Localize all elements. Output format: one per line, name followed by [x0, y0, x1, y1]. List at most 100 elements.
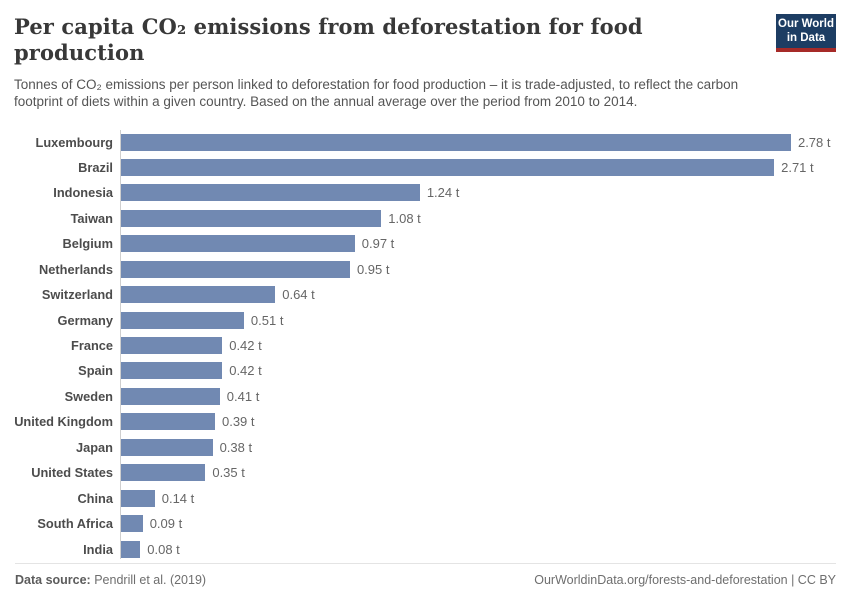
bar-brazil[interactable] — [121, 158, 775, 176]
bar-row-united-kingdom: United Kingdom 0.39 t — [0, 409, 850, 434]
y-axis-line — [120, 130, 121, 559]
category-label-china: China — [77, 490, 113, 506]
value-label-china: 0.14 t — [161, 490, 195, 506]
bar-track: 0.51 t — [120, 311, 850, 329]
value-label-spain: 0.42 t — [229, 363, 262, 379]
value-label-luxembourg: 2.78 t — [797, 134, 831, 150]
bar-track: 0.95 t — [120, 260, 850, 278]
value-label-belgium: 0.97 t — [361, 236, 395, 252]
category-label-netherlands: Netherlands — [39, 261, 113, 277]
chart-header: Per capita CO₂ emissions from deforestat… — [0, 0, 850, 110]
bar-track: 1.08 t — [120, 209, 850, 227]
bar-track: 0.38 t — [120, 438, 850, 456]
category-label-indonesia: Indonesia — [53, 185, 113, 201]
bar-south-africa[interactable] — [121, 515, 143, 533]
value-label-switzerland: 0.64 t — [282, 287, 315, 303]
bar-row-china: China 0.14 t — [0, 485, 850, 510]
bar-row-spain: Spain 0.42 t — [0, 358, 850, 383]
bar-row-brazil: Brazil 2.71 t — [0, 155, 850, 180]
category-label-germany: Germany — [57, 312, 113, 328]
category-label-india: India — [83, 541, 113, 557]
bar-track: 0.41 t — [120, 387, 850, 405]
bar-row-indonesia: Indonesia 1.24 t — [0, 180, 850, 205]
category-label-belgium: Belgium — [62, 236, 113, 252]
value-label-france: 0.42 t — [229, 338, 262, 354]
bar-row-germany: Germany 0.51 t — [0, 307, 850, 332]
category-label-taiwan: Taiwan — [70, 210, 113, 226]
bar-row-india: India 0.08 t — [0, 536, 850, 561]
bar-indonesia[interactable] — [121, 184, 420, 202]
value-label-japan: 0.38 t — [219, 439, 253, 455]
value-label-united-states: 0.35 t — [212, 465, 245, 481]
value-label-south-africa: 0.09 t — [149, 516, 183, 532]
bar-spain[interactable] — [121, 362, 223, 380]
bar-switzerland[interactable] — [121, 286, 276, 304]
chart-plot-area: Luxembourg 2.78 t Brazil 2.71 t Indonesia 1.2… — [0, 129, 850, 561]
owid-logo-line1: Our World — [778, 18, 835, 30]
data-source-label: Data source: — [15, 573, 91, 587]
bar-luxembourg[interactable] — [121, 133, 791, 151]
value-label-sweden: 0.41 t — [226, 388, 260, 404]
chart-subtitle: Tonnes of CO₂ emissions per person linke… — [14, 76, 739, 109]
value-label-brazil: 2.71 t — [781, 159, 814, 175]
bar-india[interactable] — [121, 540, 141, 558]
bar-united-kingdom[interactable] — [121, 413, 215, 431]
value-label-germany: 0.51 t — [250, 312, 284, 328]
bar-row-taiwan: Taiwan 1.08 t — [0, 206, 850, 231]
bar-netherlands[interactable] — [121, 260, 350, 278]
category-label-luxembourg: Luxembourg — [35, 134, 114, 150]
bar-row-south-africa: South Africa 0.09 t — [0, 511, 850, 536]
owid-logo[interactable]: Our World in Data — [776, 14, 836, 52]
category-label-south-africa: South Africa — [37, 516, 113, 532]
bar-taiwan[interactable] — [121, 209, 382, 227]
bar-track: 0.35 t — [120, 464, 850, 482]
bar-track: 0.42 t — [120, 337, 850, 355]
bar-track: 0.09 t — [120, 515, 850, 533]
bar-united-states[interactable] — [121, 464, 206, 482]
bar-row-switzerland: Switzerland 0.64 t — [0, 282, 850, 307]
bar-track: 0.08 t — [120, 540, 850, 558]
bar-track: 0.64 t — [120, 286, 850, 304]
bar-row-luxembourg: Luxembourg 2.78 t — [0, 129, 850, 154]
bar-row-japan: Japan 0.38 t — [0, 435, 850, 460]
bar-belgium[interactable] — [121, 235, 355, 253]
bar-row-france: France 0.42 t — [0, 333, 850, 358]
bar-china[interactable] — [121, 489, 155, 507]
bar-track: 0.97 t — [120, 235, 850, 253]
category-label-united-kingdom: United Kingdom — [14, 414, 113, 430]
owid-link[interactable]: OurWorldinData.org/forests-and-deforesta… — [534, 573, 836, 587]
value-label-india: 0.08 t — [147, 541, 180, 557]
data-source-value: Pendrill et al. (2019) — [90, 573, 207, 587]
bar-row-sweden: Sweden 0.41 t — [0, 384, 850, 409]
bar-sweden[interactable] — [121, 387, 220, 405]
value-label-netherlands: 0.95 t — [356, 261, 390, 277]
bar-germany[interactable] — [121, 311, 244, 329]
category-label-united-states: United States — [31, 465, 113, 481]
bar-track: 1.24 t — [120, 184, 850, 202]
bar-track: 0.14 t — [120, 489, 850, 507]
chart-footer: Data source: Pendrill et al. (2019) OurW… — [15, 563, 836, 587]
category-label-brazil: Brazil — [78, 159, 113, 175]
category-label-switzerland: Switzerland — [41, 287, 113, 303]
category-label-japan: Japan — [76, 439, 113, 455]
bar-france[interactable] — [121, 337, 223, 355]
chart-rows: Luxembourg 2.78 t Brazil 2.71 t Indonesia 1.2… — [0, 129, 850, 561]
category-label-france: France — [71, 338, 113, 354]
bar-japan[interactable] — [121, 438, 213, 456]
value-label-taiwan: 1.08 t — [388, 210, 421, 226]
bar-row-united-states: United States 0.35 t — [0, 460, 850, 485]
bar-row-belgium: Belgium 0.97 t — [0, 231, 850, 256]
category-label-sweden: Sweden — [64, 388, 113, 404]
bar-track: 0.42 t — [120, 362, 850, 380]
category-label-spain: Spain — [78, 363, 113, 379]
data-source-note: Data source: Pendrill et al. (2019) — [15, 573, 206, 587]
bar-track: 0.39 t — [120, 413, 850, 431]
bar-track: 2.78 t — [120, 133, 850, 151]
value-label-indonesia: 1.24 t — [426, 185, 460, 201]
bar-track: 2.71 t — [120, 158, 850, 176]
value-label-united-kingdom: 0.39 t — [221, 414, 255, 430]
bar-row-netherlands: Netherlands 0.95 t — [0, 257, 850, 282]
owid-logo-line2: in Data — [786, 31, 826, 44]
chart-title: Per capita CO₂ emissions from deforestat… — [14, 14, 643, 66]
